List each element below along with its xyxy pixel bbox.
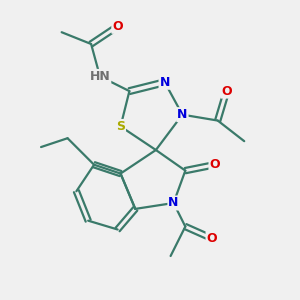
Text: N: N xyxy=(168,196,179,209)
Text: HN: HN xyxy=(90,70,110,83)
Text: O: O xyxy=(209,158,220,171)
Text: S: S xyxy=(116,120,125,133)
Text: N: N xyxy=(177,108,188,121)
Text: N: N xyxy=(160,76,170,89)
Text: O: O xyxy=(221,85,232,98)
Text: O: O xyxy=(206,232,217,245)
Text: O: O xyxy=(112,20,123,33)
